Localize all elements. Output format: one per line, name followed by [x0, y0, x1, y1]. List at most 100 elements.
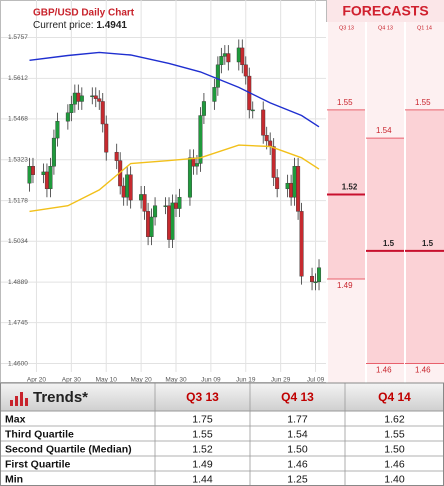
forecast-title-bg	[327, 0, 444, 22]
icon-bar	[10, 400, 13, 406]
first-quartile-label: 1.49	[337, 281, 353, 290]
median-label: 1.5	[422, 239, 434, 248]
candle-body	[250, 109, 255, 112]
candle-body	[194, 163, 199, 167]
table-cell: 1.77	[287, 413, 308, 425]
y-tick-label: 1.5323	[8, 157, 28, 164]
table-cell: 1.46	[287, 458, 308, 470]
candle-body	[48, 166, 53, 190]
row-label: Second Quartile (Median)	[5, 443, 132, 455]
candle-body	[275, 177, 280, 190]
x-tick-label: Jul 09	[307, 377, 325, 384]
candle-body	[51, 137, 56, 167]
candle-body	[149, 216, 154, 237]
current-price-value: 1.4941	[96, 20, 127, 31]
candle-body	[243, 64, 248, 77]
candle-body	[240, 47, 245, 66]
forecast-column-label: Q4 13	[378, 25, 393, 31]
third-quartile-label: 1.55	[337, 98, 353, 107]
candle-body	[289, 182, 294, 198]
table-cell: 1.75	[192, 413, 213, 425]
candle-body	[121, 185, 126, 198]
x-tick-label: May 20	[130, 377, 152, 384]
table-cell: 1.55	[384, 428, 405, 440]
table-cell: 1.55	[192, 428, 213, 440]
candle-body	[100, 101, 105, 125]
y-tick-label: 1.4889	[8, 279, 28, 286]
candle-body	[187, 157, 192, 198]
candle-body	[114, 151, 119, 161]
forecast-column-label: Q3 13	[339, 25, 354, 31]
moving-average	[29, 51, 320, 128]
candle-body	[296, 166, 301, 212]
row-label: Max	[5, 413, 26, 425]
candle-body	[125, 174, 130, 198]
table-cell: 1.50	[287, 443, 308, 455]
candle-body	[139, 194, 144, 201]
moving-average	[29, 144, 320, 213]
candle-body	[27, 166, 32, 184]
candle-body	[55, 120, 60, 139]
candle-body	[173, 202, 178, 209]
forecast-title: FORECASTS	[342, 3, 428, 19]
first-quartile-label: 1.46	[376, 366, 392, 375]
candle-body	[236, 47, 241, 63]
candle-body	[44, 171, 49, 190]
y-tick-label: 1.5757	[8, 34, 28, 41]
third-quartile-label: 1.55	[415, 98, 431, 107]
icon-bar	[25, 398, 28, 406]
icon-bar	[20, 392, 23, 406]
candle-body	[215, 64, 220, 88]
candle-body	[177, 197, 182, 209]
candle-body	[79, 95, 84, 102]
candle-body	[41, 171, 46, 175]
median-label: 1.52	[342, 183, 358, 192]
candle-body	[72, 92, 77, 105]
candle-body	[292, 166, 297, 198]
candle-body	[268, 140, 273, 147]
median-label: 1.5	[383, 239, 395, 248]
table-header-cell: Q4 13	[281, 390, 314, 404]
table-cell: 1.52	[192, 443, 213, 455]
candle-body	[201, 101, 206, 116]
candle-body	[30, 166, 35, 175]
candle-body	[167, 205, 172, 240]
row-label: Third Quartile	[5, 428, 74, 440]
third-quartile-label: 1.54	[376, 126, 392, 135]
table-cell: 1.49	[192, 458, 213, 470]
candle-body	[219, 56, 224, 66]
y-tick-label: 1.4745	[8, 319, 28, 326]
candle-body	[76, 92, 81, 102]
candle-body	[69, 104, 74, 113]
trends-icon	[10, 392, 28, 406]
icon-bar	[15, 396, 18, 406]
table-header-cell: Q4 14	[378, 390, 411, 404]
first-quartile-label: 1.46	[415, 366, 431, 375]
table-cell: 1.50	[384, 443, 405, 455]
candle-body	[261, 109, 266, 136]
candle-body	[264, 135, 269, 142]
table-cell: 1.25	[287, 473, 308, 485]
candle-body	[97, 98, 102, 102]
candle-body	[90, 95, 95, 98]
x-tick-label: Jun 09	[201, 377, 221, 384]
forecast-band	[405, 109, 444, 364]
table-header-cell: Q3 13	[186, 390, 219, 404]
table-title: Trends*	[33, 389, 88, 406]
candle-body	[93, 95, 98, 99]
x-tick-label: Jun 19	[236, 377, 256, 384]
candle-body	[212, 87, 217, 102]
x-tick-label: Jun 29	[271, 377, 291, 384]
chart-title: GBP/USD Daily Chart	[33, 8, 135, 19]
row-label: Min	[5, 473, 23, 485]
current-price-label: Current price:	[33, 20, 94, 31]
x-tick-label: May 30	[165, 377, 187, 384]
y-tick-label: 1.5034	[8, 238, 28, 245]
y-tick-label: 1.5612	[8, 75, 28, 82]
chart-frame	[0, 0, 327, 383]
candle-body	[271, 146, 276, 178]
table-cell: 1.62	[384, 413, 405, 425]
candle-body	[222, 53, 227, 57]
x-tick-label: Apr 20	[27, 377, 47, 384]
